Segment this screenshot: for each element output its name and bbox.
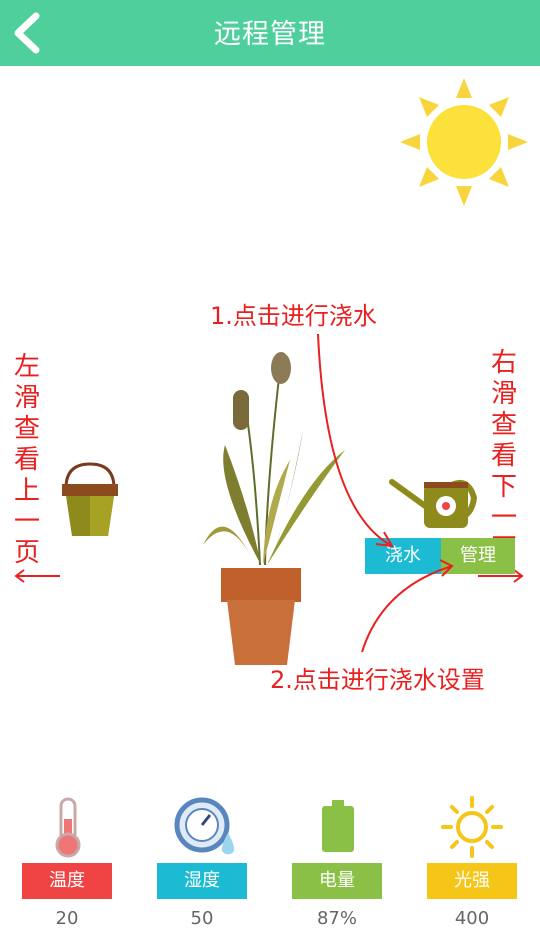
swipe-right-hint: 右滑查看下一页 [490,348,517,564]
app-header: 远程管理 [0,0,540,66]
swipe-left-hint: 左滑查看上一页 [13,352,40,568]
watering-can-icon[interactable] [388,472,480,532]
light-value: 400 [454,908,490,929]
battery-icon [322,800,354,852]
battery-badge: 电量 [292,863,382,899]
page-title: 远程管理 [214,19,326,50]
thermometer-icon [55,797,81,858]
manage-tip: 2.点击进行浇水设置 [270,666,485,694]
temperature-badge: 温度 [22,863,112,899]
temperature-value: 20 [55,908,79,929]
battery-value: 87% [316,908,357,929]
light-badge: 光强 [427,863,517,899]
humidity-badge: 湿度 [157,863,247,899]
left-arrow-icon [14,569,60,583]
bucket-icon[interactable] [58,460,122,540]
humidity-gauge-icon [174,797,235,855]
back-icon [14,12,40,54]
right-arrow-icon [478,569,524,583]
humidity-value: 50 [190,908,214,929]
back-button[interactable] [8,10,48,56]
sun-icon [400,78,528,206]
water-tip-arrow-icon [317,333,394,548]
light-sun-icon [441,796,503,858]
plant-pot-icon [203,334,345,665]
manage-button[interactable]: 管理 [441,538,515,574]
manage-tip-arrow-icon [361,559,454,653]
water-tip: 1.点击进行浇水 [210,302,377,330]
